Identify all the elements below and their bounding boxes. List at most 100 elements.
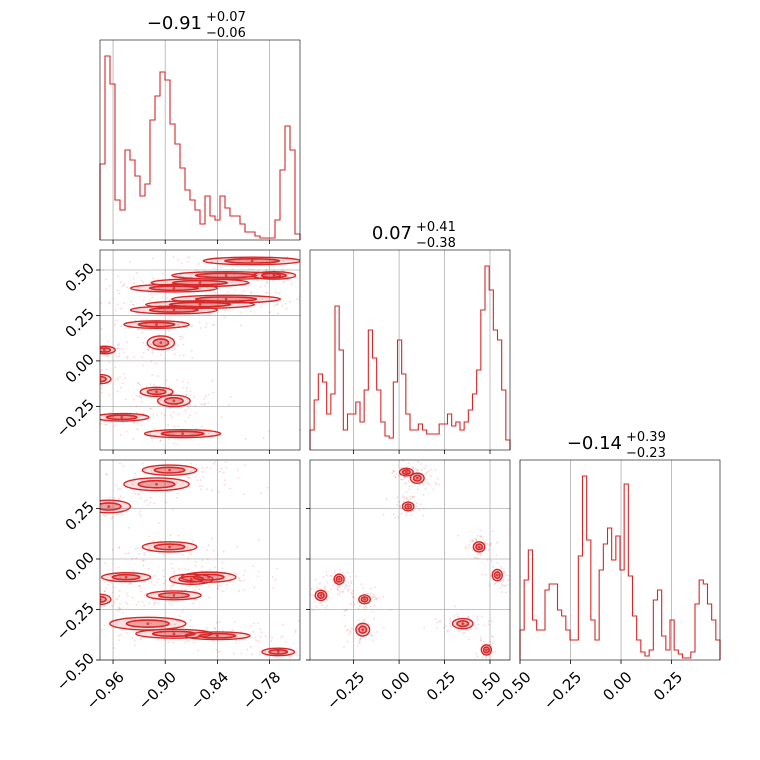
sample-point — [152, 277, 154, 280]
sample-point — [235, 573, 238, 576]
sample-point — [229, 487, 232, 490]
sample-point — [327, 633, 329, 635]
sample-point — [495, 541, 498, 544]
sample-point — [206, 466, 209, 469]
sample-point — [284, 302, 287, 305]
sample-point — [481, 656, 484, 659]
sample-point — [250, 291, 253, 293]
sample-point — [257, 539, 260, 541]
sample-point — [214, 461, 217, 463]
sample-point — [449, 622, 452, 625]
sample-point — [137, 328, 140, 331]
sample-point — [133, 490, 136, 493]
sample-point — [58, 584, 60, 586]
sample-point — [142, 564, 144, 567]
title-upper: +0.41 — [416, 220, 456, 235]
y-tick-label: −0.50 — [53, 649, 98, 694]
sample-point — [373, 274, 375, 276]
sample-point — [312, 609, 315, 612]
sample-point — [85, 583, 87, 585]
sample-point — [149, 291, 152, 294]
sample-point — [153, 337, 155, 340]
titles-layer: −0.91 +0.07−0.060.07 +0.41−0.38−0.14 +0.39−… — [147, 10, 666, 461]
histogram-frame-2 — [519, 459, 721, 661]
sample-point — [276, 567, 278, 570]
sample-point — [476, 618, 479, 621]
sample-point — [360, 583, 363, 585]
sample-point — [404, 498, 406, 500]
sample-point — [288, 656, 291, 659]
sample-point — [402, 460, 404, 462]
sample-point — [192, 602, 195, 605]
x-tick-label: 0.00 — [377, 668, 413, 704]
sample-point — [117, 347, 120, 350]
sample-point — [157, 578, 160, 580]
sample-point — [167, 641, 170, 643]
sample-point — [479, 553, 482, 556]
sample-point — [167, 424, 170, 427]
sample-point — [191, 324, 194, 327]
sample-point — [402, 500, 405, 503]
sample-point — [305, 597, 307, 599]
sample-point — [179, 338, 182, 341]
sample-point — [172, 641, 175, 644]
cluster-core-12 — [276, 650, 280, 654]
sample-point — [104, 562, 107, 564]
sample-point — [117, 343, 120, 346]
sample-point — [173, 584, 176, 587]
sample-point — [141, 331, 144, 334]
sample-point — [203, 398, 206, 400]
sample-point — [62, 583, 64, 585]
cluster-core-10 — [361, 628, 365, 632]
sample-point — [117, 609, 120, 612]
sample-point — [135, 411, 138, 414]
sample-point — [214, 634, 217, 637]
sample-point — [128, 582, 131, 585]
sample-point — [422, 507, 425, 510]
sample-point — [162, 569, 165, 572]
sample-point — [150, 437, 153, 439]
sample-point — [189, 394, 192, 397]
sample-point — [163, 482, 166, 484]
sample-point — [392, 513, 395, 515]
y-tick-label: 0.50 — [62, 259, 98, 295]
sample-point — [479, 636, 482, 639]
sample-point — [297, 619, 300, 622]
sample-point — [151, 351, 154, 354]
cluster-core-9 — [102, 348, 106, 352]
sample-point — [125, 430, 128, 433]
sample-point — [187, 557, 190, 560]
title-value: 0.07 — [372, 223, 412, 244]
sample-point — [134, 548, 137, 551]
sample-point — [190, 470, 192, 473]
sample-point — [113, 601, 116, 604]
sample-point — [39, 417, 41, 419]
cluster-core-2 — [168, 468, 171, 472]
sample-point — [240, 580, 243, 583]
sample-point — [209, 467, 212, 470]
sample-point — [220, 467, 223, 470]
sample-point — [338, 585, 341, 588]
sample-point — [186, 256, 189, 259]
sample-point — [188, 256, 191, 259]
sample-point — [147, 567, 150, 570]
sample-point — [493, 650, 496, 653]
sample-point — [408, 485, 411, 488]
sample-point — [256, 279, 259, 282]
sample-point — [100, 327, 103, 330]
sample-point — [304, 657, 306, 659]
sample-point — [88, 596, 90, 598]
sample-point — [153, 384, 155, 386]
sample-point — [170, 587, 173, 589]
sample-point — [150, 593, 153, 596]
sample-point — [244, 438, 247, 440]
sample-point — [246, 648, 249, 651]
sample-point — [143, 307, 145, 310]
sample-point — [190, 276, 193, 279]
sample-point — [126, 603, 129, 606]
sample-point — [282, 260, 285, 262]
sample-point — [98, 292, 100, 294]
sample-point — [127, 506, 129, 509]
sample-point — [330, 575, 333, 577]
sample-point — [275, 291, 278, 294]
